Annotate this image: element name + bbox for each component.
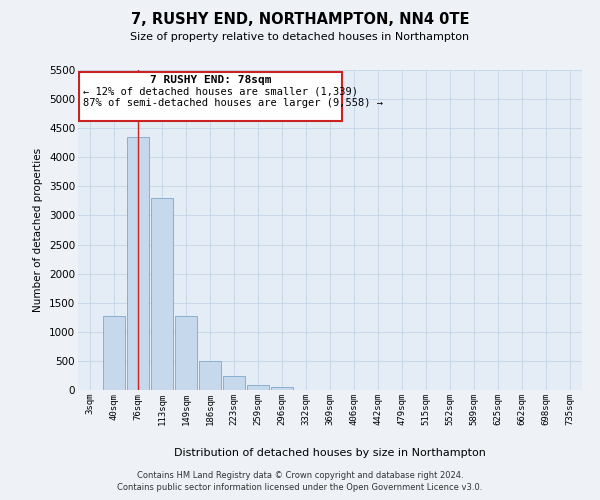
Y-axis label: Number of detached properties: Number of detached properties — [34, 148, 43, 312]
Bar — [151, 198, 173, 390]
Bar — [199, 362, 221, 390]
Bar — [175, 316, 197, 390]
Bar — [271, 387, 293, 390]
Text: 87% of semi-detached houses are larger (9,558) →: 87% of semi-detached houses are larger (… — [83, 98, 383, 108]
Text: Contains HM Land Registry data © Crown copyright and database right 2024.: Contains HM Land Registry data © Crown c… — [137, 471, 463, 480]
Text: Distribution of detached houses by size in Northampton: Distribution of detached houses by size … — [174, 448, 486, 458]
Text: Size of property relative to detached houses in Northampton: Size of property relative to detached ho… — [130, 32, 470, 42]
Text: 7 RUSHY END: 78sqm: 7 RUSHY END: 78sqm — [150, 75, 271, 85]
Bar — [247, 386, 269, 390]
Text: 7, RUSHY END, NORTHAMPTON, NN4 0TE: 7, RUSHY END, NORTHAMPTON, NN4 0TE — [131, 12, 469, 28]
Bar — [127, 137, 149, 390]
Text: ← 12% of detached houses are smaller (1,339): ← 12% of detached houses are smaller (1,… — [83, 87, 358, 97]
Bar — [223, 376, 245, 390]
Text: Contains public sector information licensed under the Open Government Licence v3: Contains public sector information licen… — [118, 484, 482, 492]
FancyBboxPatch shape — [79, 72, 342, 121]
Bar — [103, 316, 125, 390]
